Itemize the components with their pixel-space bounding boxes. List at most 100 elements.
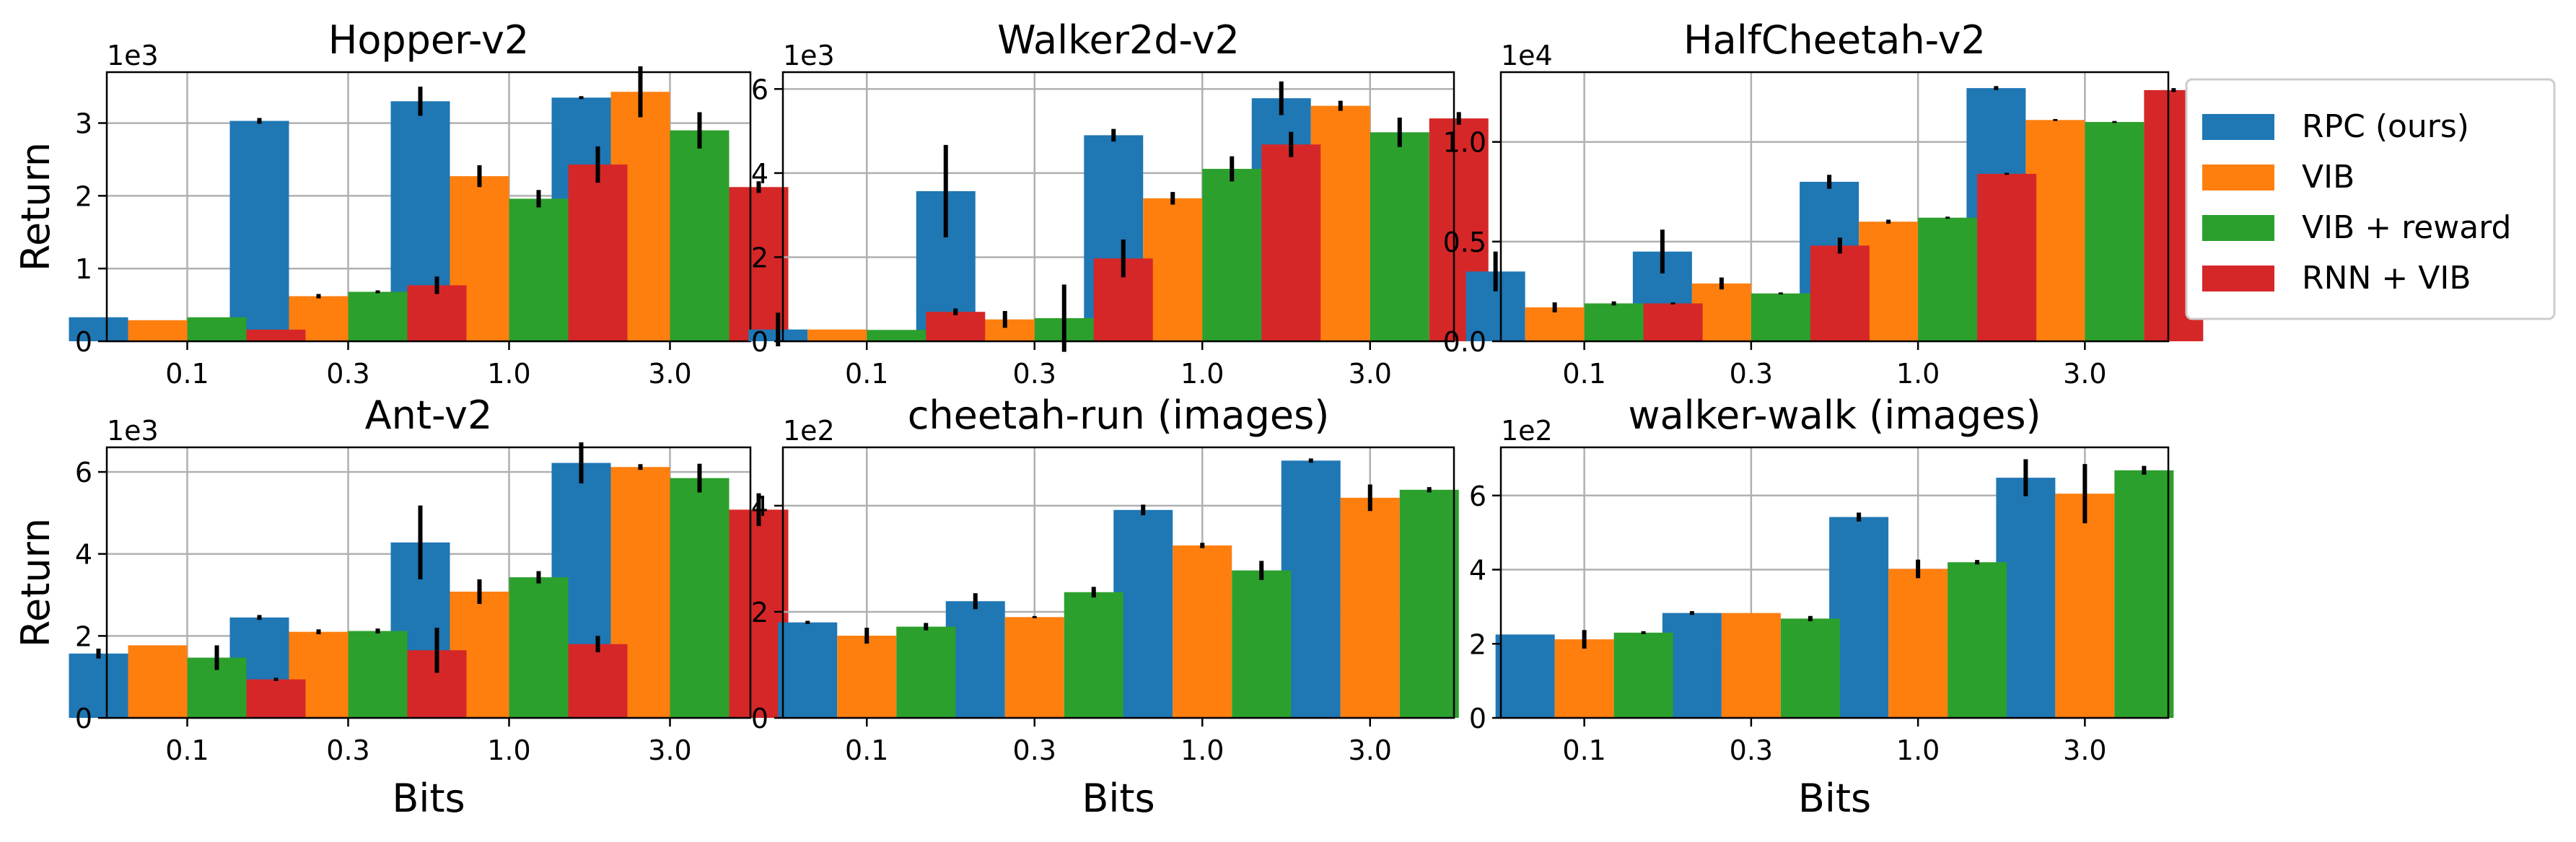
legend-entry-0: RPC (ours): [2202, 108, 2469, 145]
ytick-label-3: 6: [75, 457, 92, 488]
bar-2-s3-c2: [1261, 144, 1321, 341]
xtick-label-3: 3.0: [2063, 358, 2106, 390]
xtick-label-0: 0.1: [845, 734, 888, 766]
panel-2: 0 2 4 6 0.1 0.3 1.0 3.0 1e3 Walker2d-v2: [748, 17, 1489, 390]
ytick-label-1: 0.5: [1443, 227, 1486, 258]
bar-4-s2-c2: [509, 577, 569, 718]
legend-swatch-2: [2202, 215, 2274, 241]
xtick-label-0: 0.1: [845, 358, 888, 390]
bar-3-s3-c1: [1810, 245, 1870, 341]
panel-title: walker-walk (images): [1628, 393, 2041, 438]
xtick-label-1: 0.3: [326, 734, 369, 766]
axes-frame-2: [781, 71, 1455, 343]
bar-5-s1-c2: [1173, 545, 1232, 718]
bar-1-s2-c0: [187, 317, 247, 341]
ytick-label-0: 0.0: [1443, 326, 1486, 358]
xtick-label-2: 1.0: [1896, 734, 1940, 766]
bar-3-s3-c2: [1977, 173, 2037, 341]
axis-multiplier: 1e2: [783, 415, 835, 447]
bar-4-s1-c0: [128, 645, 188, 718]
bar-1-s0-c0: [69, 317, 128, 341]
bar-6-s1-c0: [1554, 639, 1614, 718]
ytick-label-1: 2: [75, 620, 92, 652]
x-axis-label: Bits: [392, 776, 465, 821]
bar-2-s1-c2: [1143, 198, 1203, 341]
bar-5-s0-c2: [1113, 509, 1173, 718]
panel-3: 0.0 0.5 1.0 0.1 0.3 1.0 3.0 1e4 HalfCheetah-v2: [1443, 17, 2204, 390]
legend-label-2: VIB + reward: [2302, 209, 2512, 246]
ytick-label-2: 4: [75, 539, 92, 571]
bar-6-s2-c2: [1948, 562, 2007, 718]
legend-label-3: RNN + VIB: [2302, 260, 2471, 297]
legend-frame: [2185, 78, 2556, 320]
bar-4-s3-c0: [246, 679, 306, 718]
bar-5-s2-c2: [1232, 570, 1292, 718]
bar-2-s3-c0: [926, 312, 986, 341]
bar-1-s3-c1: [407, 285, 467, 341]
bar-4-s2-c1: [348, 631, 408, 718]
xtick-label-2: 1.0: [487, 358, 530, 390]
ytick-label-2: 4: [751, 491, 768, 522]
xtick-label-3: 3.0: [648, 734, 691, 766]
y-axis-label: Return: [13, 518, 58, 647]
ytick-label-1: 2: [751, 597, 768, 628]
bar-5-s2-c3: [1399, 489, 1459, 718]
xtick-label-2: 1.0: [1180, 358, 1224, 390]
bar-6-s0-c0: [1495, 634, 1555, 718]
panel-title: Walker2d-v2: [997, 17, 1240, 63]
legend-swatch-0: [2202, 114, 2274, 140]
xtick-label-1: 0.3: [1013, 734, 1056, 766]
bar-1-s2-c2: [509, 198, 569, 341]
axis-multiplier: 1e3: [107, 40, 159, 71]
ytick-label-1: 2: [1469, 628, 1486, 660]
bar-5-s1-c0: [837, 636, 897, 718]
axes-frame-6: [1499, 446, 2170, 719]
xtick-label-0: 0.1: [1562, 358, 1605, 390]
xtick-label-2: 1.0: [1896, 358, 1940, 390]
legend-entry-3: RNN + VIB: [2202, 260, 2471, 297]
bar-6-s1-c3: [2055, 494, 2115, 718]
ytick-label-1: 2: [751, 242, 768, 273]
bar-1-s2-c3: [670, 130, 730, 341]
ytick-label-0: 0: [751, 703, 768, 734]
bar-1-s1-c0: [128, 320, 188, 341]
bar-6-s2-c1: [1780, 618, 1840, 718]
bar-1-s3-c2: [568, 165, 628, 341]
bar-3-s1-c0: [1525, 307, 1585, 341]
x-axis-label: Bits: [1082, 776, 1155, 821]
bar-6-s1-c2: [1888, 569, 1948, 718]
xtick-label-2: 1.0: [487, 734, 530, 766]
ytick-label-3: 6: [751, 74, 768, 105]
ytick-label-3: 6: [1469, 481, 1486, 512]
axes-frame-1: [105, 71, 752, 343]
bar-2-s2-c2: [1202, 169, 1262, 341]
ytick-label-0: 0: [75, 703, 92, 734]
panel-title: Hopper-v2: [328, 17, 530, 63]
bar-5-s2-c0: [896, 626, 956, 718]
bar-2-s2-c3: [1370, 132, 1429, 341]
bar-3-s2-c1: [1751, 293, 1810, 341]
bar-4-s0-c0: [69, 653, 128, 718]
ytick-label-2: 4: [751, 158, 768, 190]
legend-entry-2: VIB + reward: [2202, 209, 2512, 246]
axis-multiplier: 1e2: [1501, 415, 1553, 447]
bar-4-s2-c3: [670, 478, 730, 718]
axis-multiplier: 1e4: [1501, 40, 1553, 71]
panel-title: cheetah-run (images): [908, 393, 1330, 438]
axes-frame-4: [105, 446, 752, 719]
axis-multiplier: 1e3: [107, 415, 159, 447]
panel-6: 0 2 4 6 0.1 0.3 1.0 3.0 1e2 walker-walk (images) B…: [1469, 393, 2174, 821]
ytick-label-3: 3: [75, 108, 92, 140]
xtick-label-3: 3.0: [1349, 358, 1392, 390]
panels-layer: 0 1 2 3 0.1 0.3 1.0 3.0 1e3 Hopper-v2 Return 0 2 4 6 0.…: [13, 17, 2204, 821]
axes-frame-5: [781, 446, 1455, 719]
bar-2-s1-c3: [1310, 105, 1370, 341]
ytick-label-2: 2: [75, 180, 92, 212]
legend-label-0: RPC (ours): [2302, 108, 2469, 145]
bar-5-s0-c0: [778, 622, 838, 718]
panel-1: 0 1 2 3 0.1 0.3 1.0 3.0 1e3 Hopper-v2 Return: [13, 17, 789, 390]
panel-title: HalfCheetah-v2: [1683, 17, 1986, 63]
axes-frame-3: [1499, 71, 2170, 343]
bar-5-s0-c1: [945, 601, 1005, 718]
